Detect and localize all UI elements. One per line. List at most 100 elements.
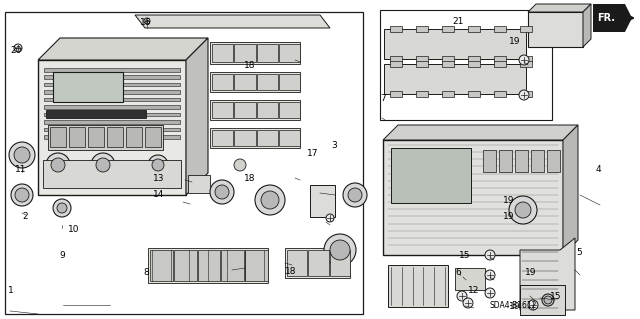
Bar	[442, 26, 454, 32]
Circle shape	[210, 180, 234, 204]
Polygon shape	[520, 238, 575, 310]
Bar	[494, 56, 506, 62]
Bar	[310, 185, 335, 217]
Circle shape	[519, 90, 529, 100]
Bar	[515, 150, 528, 172]
Circle shape	[255, 185, 285, 215]
Bar	[388, 265, 448, 307]
Text: 9: 9	[60, 251, 65, 260]
Circle shape	[9, 142, 35, 168]
Bar	[279, 74, 300, 90]
Bar	[88, 127, 104, 147]
Circle shape	[57, 203, 67, 213]
Text: 19: 19	[503, 197, 515, 205]
Bar	[494, 61, 506, 67]
Bar	[483, 150, 496, 172]
Bar	[383, 140, 563, 255]
Bar	[468, 56, 480, 62]
Circle shape	[519, 55, 529, 65]
Text: 19: 19	[509, 37, 521, 46]
Bar	[455, 268, 485, 290]
Bar	[494, 91, 506, 97]
Text: 12: 12	[468, 286, 479, 295]
Bar	[198, 250, 220, 281]
Bar	[520, 61, 532, 67]
Circle shape	[330, 240, 350, 260]
Bar	[44, 83, 180, 86]
Bar	[234, 130, 255, 146]
Text: 18: 18	[285, 267, 297, 276]
Bar	[46, 110, 146, 118]
Text: FR.: FR.	[597, 13, 615, 23]
Bar	[44, 113, 180, 116]
Bar	[442, 61, 454, 67]
Text: 15: 15	[550, 292, 561, 301]
Bar	[442, 91, 454, 97]
Bar	[38, 60, 186, 195]
Bar	[494, 26, 506, 32]
Polygon shape	[528, 4, 591, 12]
Bar	[245, 250, 268, 281]
Bar	[150, 250, 173, 281]
Bar	[210, 100, 300, 120]
Bar	[48, 125, 163, 150]
Bar	[212, 102, 233, 118]
Bar	[279, 102, 300, 118]
Bar	[210, 42, 300, 64]
Circle shape	[348, 188, 362, 202]
Circle shape	[14, 147, 30, 163]
Bar	[520, 56, 532, 62]
Text: 17: 17	[307, 149, 318, 158]
Bar	[44, 105, 180, 109]
Bar	[380, 10, 552, 120]
Polygon shape	[186, 38, 208, 195]
Bar	[234, 102, 255, 118]
Text: 14: 14	[153, 190, 164, 199]
Polygon shape	[383, 125, 578, 140]
Text: 1: 1	[8, 286, 13, 295]
Bar	[126, 127, 142, 147]
Bar	[148, 248, 268, 283]
Bar	[53, 72, 123, 102]
Circle shape	[91, 153, 115, 177]
Bar	[44, 68, 180, 71]
Bar	[391, 148, 471, 203]
Bar	[390, 26, 402, 32]
Bar	[285, 248, 350, 278]
Text: 2: 2	[23, 212, 28, 221]
Circle shape	[148, 155, 168, 175]
Bar	[69, 127, 85, 147]
Bar	[257, 44, 278, 62]
Bar	[44, 120, 180, 123]
Bar	[210, 128, 300, 148]
Polygon shape	[135, 15, 330, 28]
Circle shape	[485, 270, 495, 280]
Circle shape	[343, 183, 367, 207]
Bar	[520, 91, 532, 97]
Bar	[234, 74, 255, 90]
Text: SDA4-B1612: SDA4-B1612	[490, 300, 538, 309]
Circle shape	[15, 188, 29, 202]
Circle shape	[515, 202, 531, 218]
Text: 18: 18	[244, 174, 255, 183]
Circle shape	[485, 288, 495, 298]
Polygon shape	[593, 4, 632, 32]
Bar	[221, 250, 244, 281]
FancyBboxPatch shape	[384, 29, 526, 59]
Circle shape	[463, 298, 473, 308]
Bar	[442, 56, 454, 62]
Bar	[188, 175, 210, 193]
Bar	[174, 250, 196, 281]
Bar	[308, 250, 329, 276]
Bar	[279, 130, 300, 146]
Circle shape	[51, 158, 65, 172]
Bar	[5, 12, 363, 314]
Bar	[531, 150, 544, 172]
Circle shape	[544, 296, 552, 304]
FancyBboxPatch shape	[384, 64, 526, 94]
Bar	[468, 26, 480, 32]
Bar	[330, 250, 350, 276]
Bar	[50, 127, 66, 147]
Polygon shape	[583, 4, 591, 47]
Bar	[390, 91, 402, 97]
